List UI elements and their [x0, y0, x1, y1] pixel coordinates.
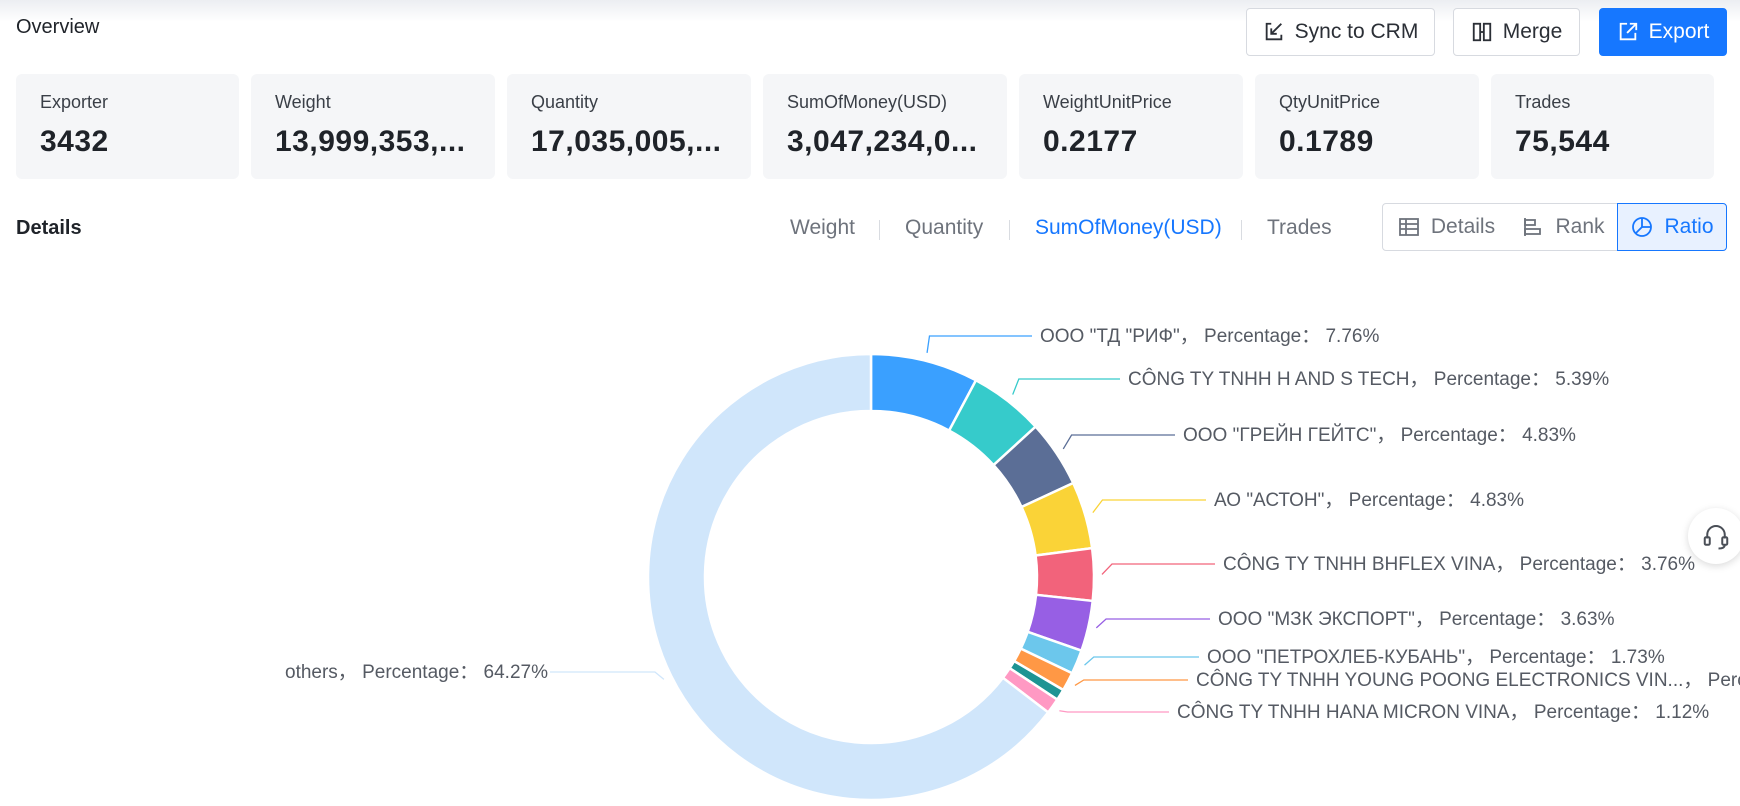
slice-label: CÔNG TY TNHH BHFLEX VINA， Percentage： 3.… [1223, 553, 1695, 575]
label-leader-line [1101, 563, 1215, 575]
stat-label: Quantity [531, 92, 599, 112]
stat-value: 75,544 [1515, 125, 1610, 158]
headset-icon [1703, 525, 1729, 550]
stat-card-trades: Trades 75,544 [1491, 74, 1714, 179]
label-leader-line [1012, 378, 1120, 395]
stat-card-qtyunitprice: QtyUnitPrice 0.1789 [1255, 74, 1479, 179]
stat-label: QtyUnitPrice [1279, 92, 1381, 112]
tab-weight[interactable]: Weight [790, 216, 855, 239]
view-ratio-button[interactable]: Ratio [1617, 203, 1727, 251]
stat-card-weightunitprice: WeightUnitPrice 0.2177 [1019, 74, 1243, 179]
label-leader-line [1059, 710, 1169, 713]
bar-rank-icon [1524, 218, 1542, 236]
pie-chart-icon [1632, 217, 1653, 237]
label-leader-line [1062, 434, 1175, 450]
view-rank-label: Rank [1555, 215, 1605, 238]
slice-label: ООО "ТД "РИФ"， Percentage： 7.76% [1040, 326, 1379, 347]
tab-divider [1241, 220, 1242, 240]
label-leader-line [1074, 679, 1188, 687]
table-icon [1398, 218, 1419, 236]
sync-to-crm-label: Sync to CRM [1294, 20, 1419, 43]
stat-value: 3,047,234,0... [787, 125, 978, 158]
stat-label: Trades [1515, 92, 1571, 112]
stat-card-sumofmoney: SumOfMoney(USD) 3,047,234,0... [763, 74, 1007, 179]
label-leader-line [1095, 618, 1210, 629]
customer-support-button[interactable] [1688, 508, 1740, 564]
slice-label: АО "АСТОН"， Percentage： 4.83% [1214, 490, 1524, 511]
export-icon [1619, 22, 1637, 41]
label-leader-line [550, 671, 665, 680]
merge-icon [1472, 22, 1491, 42]
label-leader-line [1084, 656, 1199, 666]
slice-label: others， Percentage： 64.27% [285, 662, 548, 683]
view-details-label: Details [1430, 215, 1496, 238]
tab-divider [1009, 220, 1010, 240]
slice-label: CÔNG TY TNHH H AND S TECH， Percentage： 5… [1128, 368, 1609, 390]
tab-sumofmoney[interactable]: SumOfMoney(USD) [1035, 216, 1222, 239]
slice-label: CÔNG TY TNHH HANA MICRON VINA， Percentag… [1177, 701, 1709, 723]
sync-to-crm-button[interactable]: Sync to CRM [1246, 8, 1435, 56]
slice-label: CÔNG TY TNHH YOUNG POONG ELECTRONICS VIN… [1196, 669, 1740, 691]
stat-label: Weight [275, 92, 331, 112]
stat-card-exporter: Exporter 3432 [16, 74, 239, 179]
stat-card-weight: Weight 13,999,353,... [251, 74, 495, 179]
export-button[interactable]: Export [1599, 8, 1727, 56]
tab-quantity[interactable]: Quantity [905, 216, 984, 239]
stat-value: 3432 [40, 125, 109, 158]
donut-slice[interactable] [646, 352, 1050, 802]
donut-slice[interactable] [1034, 546, 1096, 603]
stat-value: 17,035,005,... [531, 125, 722, 158]
view-rank-button[interactable]: Rank [1509, 203, 1618, 251]
view-ratio-label: Ratio [1664, 215, 1714, 238]
stat-label: Exporter [40, 92, 109, 112]
stat-label: WeightUnitPrice [1043, 92, 1172, 112]
overview-title: Overview [16, 16, 100, 38]
stat-value: 0.1789 [1279, 125, 1374, 158]
stat-card-quantity: Quantity 17,035,005,... [507, 74, 751, 179]
merge-button[interactable]: Merge [1453, 8, 1580, 56]
merge-label: Merge [1502, 20, 1563, 43]
slice-label: ООО "МЗК ЭКСПОРТ"， Percentage： 3.63% [1218, 609, 1615, 630]
details-title: Details [16, 217, 82, 239]
slice-label: ООО "ГРЕЙН ГЕЙТС"， Percentage： 4.83% [1183, 424, 1576, 446]
tab-divider [879, 220, 880, 240]
sync-icon [1265, 22, 1282, 41]
stat-value: 0.2177 [1043, 125, 1138, 158]
stat-label: SumOfMoney(USD) [787, 92, 948, 112]
view-details-button[interactable]: Details [1382, 203, 1510, 251]
slice-label: ООО "ПЕТРОХЛЕБ-КУБАНЬ"， Percentage： 1.73… [1207, 647, 1665, 668]
tab-trades[interactable]: Trades [1267, 216, 1332, 239]
stat-value: 13,999,353,... [275, 125, 466, 158]
label-leader-line [926, 335, 1032, 353]
label-leader-line [1092, 499, 1206, 513]
ratio-donut-chart: ООО "ТД "РИФ"， Percentage： 7.76% CÔNG TY … [285, 326, 1740, 802]
export-label: Export [1648, 20, 1710, 43]
